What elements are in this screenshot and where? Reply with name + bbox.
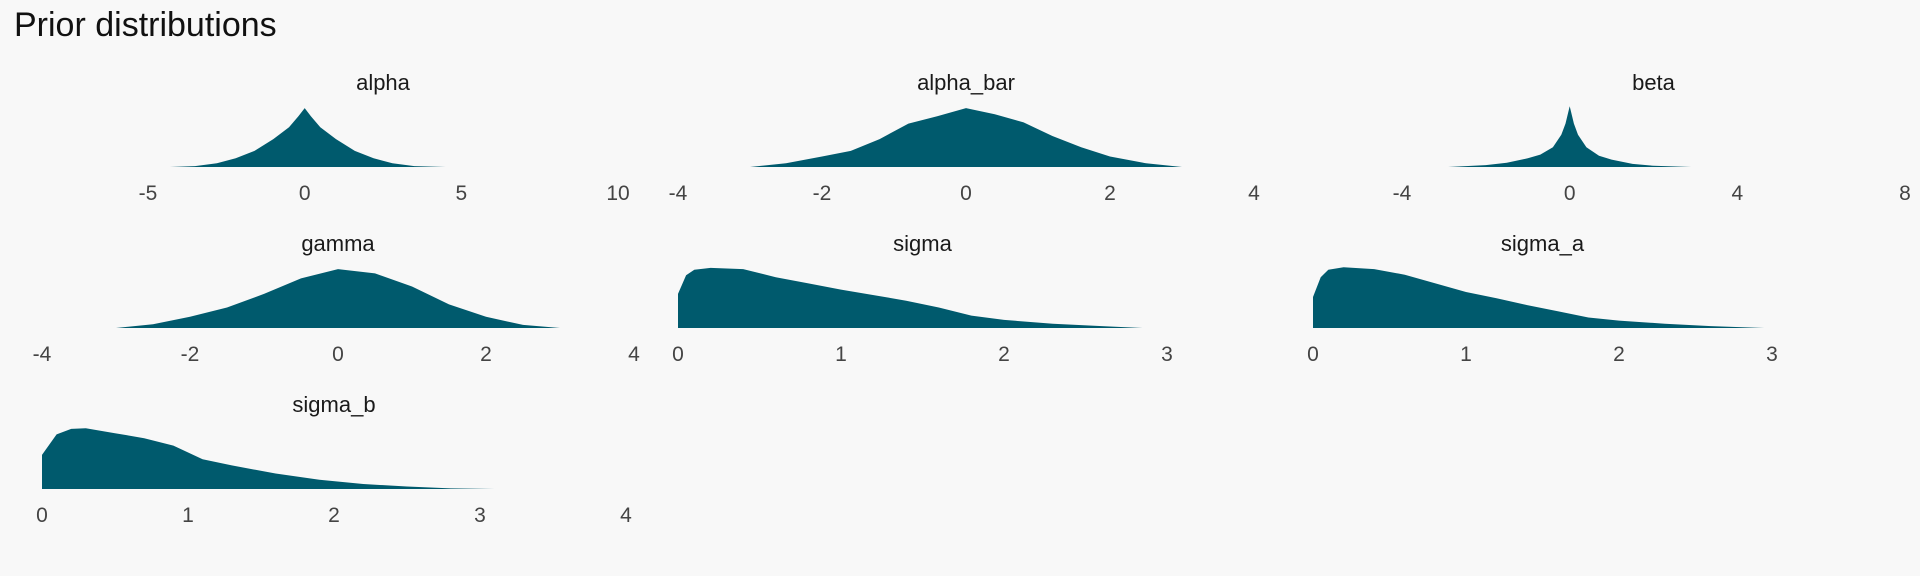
x-tick-label: 0 bbox=[299, 182, 311, 205]
x-tick-label: 8 bbox=[1899, 182, 1911, 205]
panel-alpha: alpha -5 0 5 10 bbox=[139, 70, 630, 205]
x-tick-label: 0 bbox=[672, 343, 684, 366]
x-tick-label: 4 bbox=[620, 504, 632, 527]
panel-title: sigma_b bbox=[292, 392, 375, 417]
density-area bbox=[1448, 106, 1692, 167]
x-tick-label: 2 bbox=[998, 343, 1010, 366]
x-tick-label: 3 bbox=[474, 504, 486, 527]
x-tick-label: -4 bbox=[669, 182, 688, 205]
density-area bbox=[42, 428, 495, 489]
panel-sigma-b: sigma_b 0 1 2 3 4 bbox=[36, 392, 632, 527]
x-tick-label: 3 bbox=[1766, 343, 1778, 366]
x-tick-label: -4 bbox=[33, 343, 52, 366]
density-area bbox=[116, 269, 560, 328]
x-tick-label: 0 bbox=[1307, 343, 1319, 366]
x-tick-label: 0 bbox=[1564, 182, 1576, 205]
page-title: Prior distributions bbox=[14, 6, 277, 44]
x-tick-label: 2 bbox=[480, 343, 492, 366]
x-tick-label: 2 bbox=[1104, 182, 1116, 205]
x-tick-label: 4 bbox=[1731, 182, 1743, 205]
x-tick-label: 3 bbox=[1161, 343, 1173, 366]
x-tick-label: 5 bbox=[455, 182, 467, 205]
x-tick-label: 0 bbox=[332, 343, 344, 366]
x-tick-label: -2 bbox=[813, 182, 832, 205]
density-area bbox=[169, 108, 446, 167]
x-tick-label: -5 bbox=[139, 182, 158, 205]
x-tick-label: 1 bbox=[1460, 343, 1472, 366]
panel-gamma: gamma -4 -2 0 2 4 bbox=[33, 231, 641, 366]
x-tick-label: 4 bbox=[1248, 182, 1260, 205]
x-tick-label: -4 bbox=[1393, 182, 1412, 205]
panel-title: sigma bbox=[893, 231, 952, 256]
panel-title: alpha_bar bbox=[917, 70, 1015, 95]
x-tick-label: 0 bbox=[960, 182, 972, 205]
density-area bbox=[678, 267, 1143, 328]
panel-sigma-a: sigma_a 0 1 2 3 bbox=[1307, 231, 1778, 366]
x-tick-label: 2 bbox=[1613, 343, 1625, 366]
panel-title: gamma bbox=[301, 231, 375, 256]
x-tick-label: 4 bbox=[628, 343, 640, 366]
x-tick-label: 2 bbox=[328, 504, 340, 527]
panel-title: alpha bbox=[356, 70, 411, 95]
panel-title: sigma_a bbox=[1501, 231, 1585, 256]
density-area bbox=[1313, 267, 1765, 328]
panel-beta: beta -4 0 4 8 bbox=[1393, 70, 1911, 205]
x-tick-label: 10 bbox=[606, 182, 629, 205]
x-tick-label: 1 bbox=[835, 343, 847, 366]
x-tick-label: -2 bbox=[181, 343, 200, 366]
panel-title: beta bbox=[1632, 70, 1676, 95]
panel-sigma: sigma 0 1 2 3 bbox=[672, 231, 1173, 366]
panel-alpha-bar: alpha_bar -4 -2 0 2 4 bbox=[669, 70, 1261, 205]
x-tick-label: 0 bbox=[36, 504, 48, 527]
density-area bbox=[750, 108, 1182, 167]
x-tick-label: 1 bbox=[182, 504, 194, 527]
